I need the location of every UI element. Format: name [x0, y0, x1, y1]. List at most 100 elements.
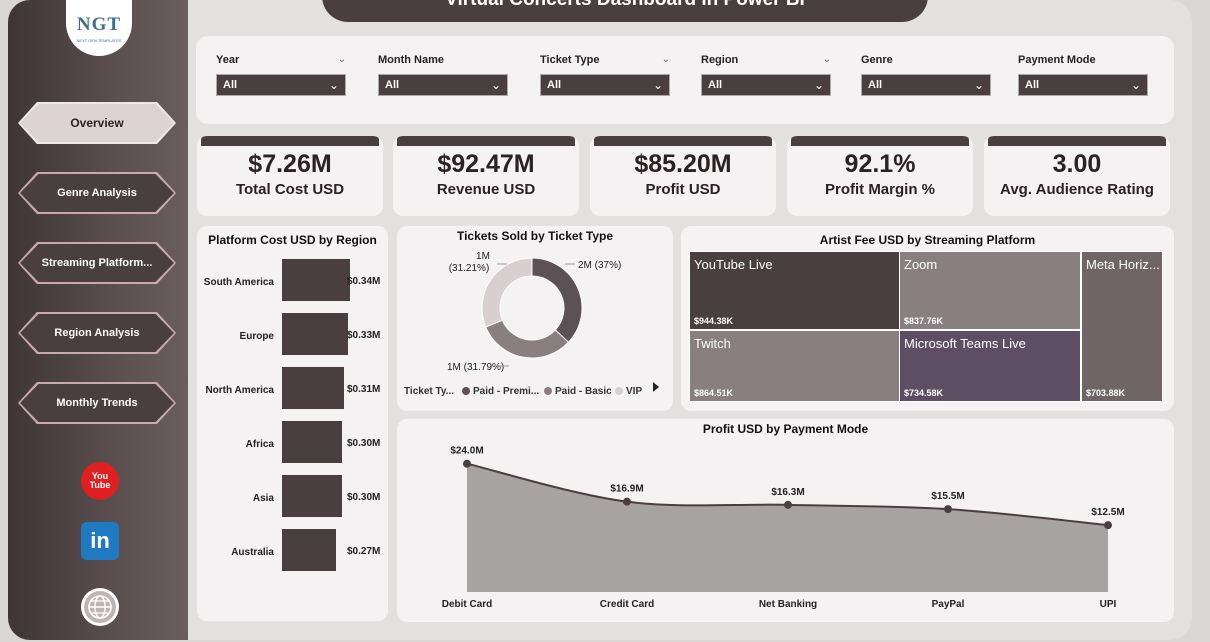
- donut-slice: [485, 319, 570, 359]
- chevron-down-icon: ⌄: [490, 78, 501, 92]
- bar-category-label: Europe: [240, 331, 275, 342]
- nav-label: Streaming Platform...: [41, 257, 153, 269]
- logo: NGT NEXT GEN TEMPLATES: [66, 0, 132, 56]
- kpi-revenue: $92.47M Revenue USD: [393, 136, 579, 216]
- area-point: [784, 500, 792, 509]
- year-dropdown[interactable]: All ⌄: [216, 74, 346, 96]
- kpi-value: 3.00: [1052, 150, 1102, 178]
- slicer-genre: Genre All ⌄: [861, 54, 991, 96]
- dropdown-value: All: [547, 79, 562, 91]
- page-title: Virtual Concerts Dashboard in Power BI: [322, 0, 928, 22]
- region-dropdown[interactable]: All ⌄: [701, 74, 831, 96]
- chevron-down-icon[interactable]: ⌄: [337, 54, 346, 65]
- chart-title: Artist Fee USD by Streaming Platform: [819, 233, 1036, 247]
- area-category-label: Credit Card: [600, 599, 654, 610]
- bar-category-label: Africa: [246, 439, 275, 450]
- payment-mode-chart-card: Profit USD by Payment Mode $24.0M Debit C…: [397, 419, 1174, 622]
- nav-overview[interactable]: Overview: [18, 102, 176, 144]
- bar-value-label: $0.34M: [347, 276, 380, 287]
- globe-icon[interactable]: [81, 588, 119, 626]
- kpi-value: $7.26M: [248, 150, 332, 178]
- slicer-label: Year: [216, 54, 240, 66]
- nav-label: Overview: [70, 116, 124, 130]
- payment-mode-chart: $24.0M Debit Card $16.9M Credit Card $16.3M N…: [442, 446, 1125, 610]
- bar: [282, 313, 348, 355]
- ticket-type-chart: 2M (37%) 1M (31.79%) 1M(31.21%) Ticket Ty..…: [404, 251, 659, 397]
- payment-mode-dropdown[interactable]: All ⌄: [1018, 74, 1148, 96]
- slicer-label: Ticket Type: [540, 54, 600, 66]
- area-data-label: $16.3M: [771, 487, 804, 498]
- treemap-cell-meta-horizon[interactable]: Meta Horiz... $703.88K: [1081, 251, 1163, 402]
- ticket-type-dropdown[interactable]: All ⌄: [540, 74, 670, 96]
- nav-streaming-platform[interactable]: Streaming Platform...: [18, 242, 176, 284]
- bar-category-label: Asia: [253, 493, 275, 504]
- slicer-label: Genre: [861, 54, 893, 66]
- youtube-icon[interactable]: You Tube: [81, 462, 119, 500]
- nav-genre-analysis[interactable]: Genre Analysis: [18, 172, 176, 214]
- bar-value-label: $0.33M: [347, 330, 380, 341]
- area-point: [944, 505, 952, 514]
- treemap-label: Microsoft Teams Live: [904, 336, 1026, 351]
- legend-next-icon: [653, 382, 659, 392]
- slicer-month: Month Name All ⌄: [378, 54, 508, 96]
- bar-category-label: South America: [204, 277, 275, 288]
- treemap-cell-microsoft-teams-live[interactable]: Microsoft Teams Live $734.58K: [899, 330, 1081, 402]
- kpi-value: $92.47M: [437, 150, 535, 178]
- globe-svg: [84, 591, 116, 623]
- treemap-cell-youtube-live[interactable]: YouTube Live $944.38K: [689, 251, 900, 330]
- kpi-total-cost: $7.26M Total Cost USD: [197, 136, 383, 216]
- treemap-value: $703.88K: [1086, 388, 1126, 398]
- kpi-audience-rating: 3.00 Avg. Audience Rating: [984, 136, 1170, 216]
- chevron-down-icon[interactable]: ⌄: [661, 54, 670, 65]
- area-category-label: PayPal: [932, 599, 965, 610]
- chevron-down-icon: ⌄: [652, 78, 663, 92]
- area-fill: [467, 463, 1108, 592]
- bar: [282, 475, 342, 517]
- chevron-down-icon: ⌄: [973, 78, 984, 92]
- region-cost-chart-card: Platform Cost USD by Region South Americ…: [197, 226, 388, 621]
- bar-value-label: $0.27M: [347, 546, 380, 557]
- treemap-cell-zoom[interactable]: Zoom $837.76K: [899, 251, 1081, 330]
- kpi-label: Revenue USD: [436, 181, 536, 198]
- treemap-value: $864.51K: [694, 388, 734, 398]
- chart-title: Platform Cost USD by Region: [208, 233, 377, 247]
- bar: [282, 367, 344, 409]
- kpi-profit: $85.20M Profit USD: [590, 136, 776, 216]
- ticket-type-chart-card: Tickets Sold by Ticket Type 2M (37%) 1M (…: [397, 226, 673, 411]
- legend-title: Ticket Ty...: [404, 386, 454, 397]
- kpi-label: Avg. Audience Rating: [1000, 181, 1154, 198]
- nav-label: Region Analysis: [54, 327, 140, 339]
- kpi-value: $85.20M: [634, 150, 732, 178]
- youtube-text: You: [91, 471, 109, 481]
- area-data-label: $16.9M: [610, 484, 643, 495]
- area-point: [463, 459, 471, 468]
- youtube-text: Tube: [89, 480, 111, 490]
- nav-monthly-trends[interactable]: Monthly Trends: [18, 382, 176, 424]
- legend-label: Paid - Premi...: [473, 386, 539, 397]
- slicer-year: Year ⌄ All ⌄: [216, 54, 346, 96]
- nav-region-analysis[interactable]: Region Analysis: [18, 312, 176, 354]
- area-category-label: Debit Card: [442, 599, 493, 610]
- chevron-down-icon: ⌄: [328, 78, 339, 92]
- treemap-value: $734.58K: [904, 388, 944, 398]
- nav-label: Genre Analysis: [57, 187, 137, 199]
- donut-data-label: 1M: [476, 251, 490, 262]
- linkedin-icon[interactable]: in: [81, 522, 119, 560]
- donut-data-label: 1M (31.79%): [447, 362, 504, 373]
- treemap-cell-twitch[interactable]: Twitch $864.51K: [689, 330, 900, 402]
- dropdown-value: All: [868, 79, 883, 91]
- area-category-label: UPI: [1100, 599, 1117, 610]
- chevron-down-icon: ⌄: [813, 78, 824, 92]
- legend-label: Paid - Basic: [555, 386, 612, 397]
- slicer-region: Region ⌄ All ⌄: [701, 54, 831, 96]
- chevron-down-icon[interactable]: ⌄: [822, 54, 831, 65]
- treemap-value: $837.76K: [904, 316, 944, 326]
- dropdown-value: All: [1025, 79, 1040, 91]
- month-dropdown[interactable]: All ⌄: [378, 74, 508, 96]
- legend-marker: [544, 387, 552, 395]
- logo-subtitle: NEXT GEN TEMPLATES: [76, 37, 122, 43]
- bar-value-label: $0.30M: [347, 438, 380, 449]
- kpi-label: Profit USD: [645, 181, 721, 198]
- slicer-label: Month Name: [378, 54, 444, 66]
- genre-dropdown[interactable]: All ⌄: [861, 74, 991, 96]
